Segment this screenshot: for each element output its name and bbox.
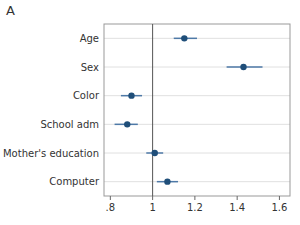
x-tick: [110, 196, 111, 200]
grid-line: [104, 181, 290, 182]
point-estimate: [128, 92, 134, 98]
x-tick: [279, 196, 280, 200]
x-tick-label: 1.6: [271, 202, 287, 213]
grid-line: [104, 124, 290, 125]
x-tick: [194, 196, 195, 200]
x-tick-label: 1: [149, 202, 155, 213]
grid-line: [104, 153, 290, 154]
y-tick-label: Mother's education: [3, 148, 99, 159]
reference-line: [152, 24, 153, 196]
point-estimate: [240, 64, 246, 70]
point-estimate: [164, 178, 170, 184]
x-tick: [237, 196, 238, 200]
y-tick-label: Sex: [81, 62, 99, 73]
y-tick-label: Color: [73, 90, 100, 101]
plot-frame: [104, 24, 290, 196]
grid-line: [104, 38, 290, 39]
x-tick-label: 1.4: [229, 202, 245, 213]
point-estimate: [152, 150, 158, 156]
y-tick-label: Computer: [49, 176, 100, 187]
y-tick-label: Age: [80, 33, 99, 44]
point-estimate: [181, 35, 187, 41]
x-tick-label: .8: [106, 202, 116, 213]
title: A: [6, 3, 15, 18]
x-tick-label: 1.2: [187, 202, 203, 213]
chart-container: A .8 1 1.2 1.4 1.6 Age Sex Color School adm Mother…: [0, 0, 300, 225]
chart: A .8 1 1.2 1.4 1.6 Age Sex Color School adm Mother…: [0, 0, 300, 225]
y-tick-label: School adm: [40, 119, 99, 130]
x-tick: [152, 196, 153, 200]
plot-area: [115, 24, 263, 196]
point-estimate: [124, 121, 130, 127]
grid-line: [104, 67, 290, 68]
